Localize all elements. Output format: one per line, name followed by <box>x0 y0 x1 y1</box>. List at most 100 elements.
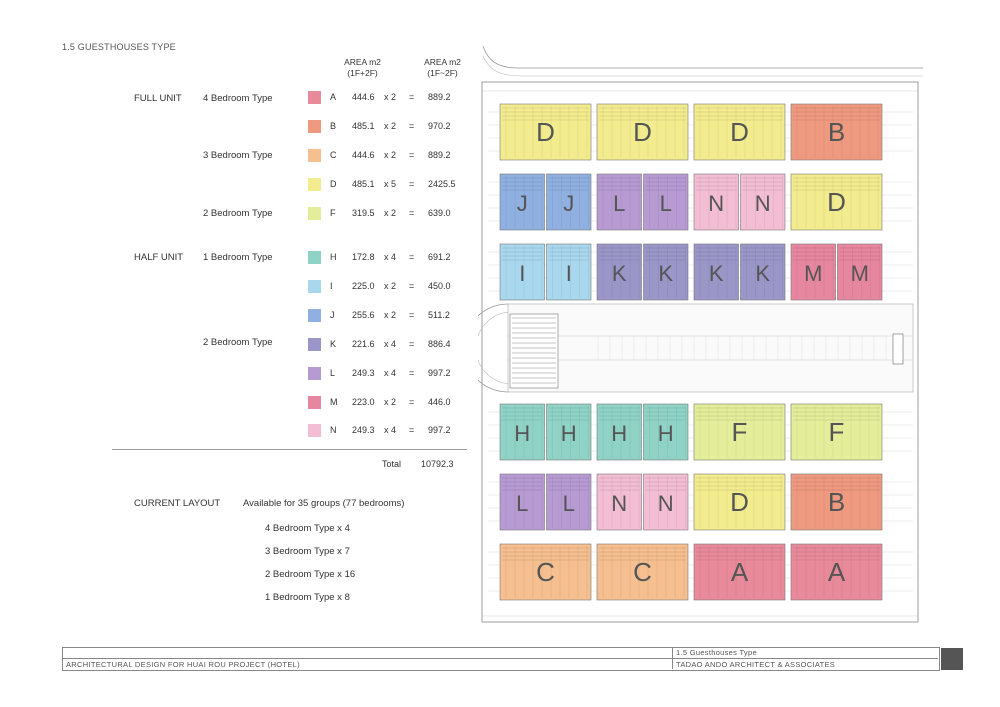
layout-line-3bed: 3 Bedroom Type x 7 <box>265 546 350 557</box>
total-value: 10792.3 <box>421 459 454 469</box>
unit-row: D 485.1 x 5 = 2425.5 <box>330 178 460 191</box>
plan-block-label: L <box>613 191 625 216</box>
footer-divider-h <box>62 658 938 659</box>
plan-block-b: B <box>790 103 883 161</box>
unit-total: 970.2 <box>428 121 451 131</box>
unit-letter: D <box>330 179 337 189</box>
plan-block-a: A <box>790 543 883 601</box>
unit-letter: K <box>330 339 337 349</box>
plan-block-label: C <box>633 557 652 587</box>
unit-multiplier: x 4 <box>384 425 397 435</box>
unit-area: 221.6 <box>352 339 375 349</box>
unit-multiplier: x 2 <box>384 150 397 160</box>
unit-multiplier: x 2 <box>384 121 397 131</box>
unit-area: 485.1 <box>352 179 375 189</box>
swatch-j <box>308 309 321 322</box>
plan-block-label: D <box>633 117 652 147</box>
unit-multiplier: x 2 <box>384 208 397 218</box>
unit-equals: = <box>409 92 415 102</box>
unit-multiplier: x 2 <box>384 397 397 407</box>
swatch-l <box>308 367 321 380</box>
plan-block-label: I <box>519 261 525 286</box>
plan-block-label: D <box>730 487 749 517</box>
unit-area: 249.3 <box>352 425 375 435</box>
unit-row: J 255.6 x 2 = 511.2 <box>330 309 460 322</box>
plan-block-f: F <box>693 403 786 461</box>
unit-area: 249.3 <box>352 368 375 378</box>
plan-block-label: B <box>828 117 845 147</box>
unit-row: B 485.1 x 2 = 970.2 <box>330 120 460 133</box>
unit-multiplier: x 5 <box>384 179 397 189</box>
plan-block-label: L <box>563 491 575 516</box>
unit-row: F 319.5 x 2 = 639.0 <box>330 207 460 220</box>
plan-block-label: N <box>708 191 724 216</box>
plan-block-label: H <box>658 421 674 446</box>
plan-block-label: F <box>829 417 845 447</box>
unit-multiplier: x 4 <box>384 368 397 378</box>
plan-block-label: L <box>516 491 528 516</box>
unit-total: 511.2 <box>428 310 450 320</box>
plan-block-label: C <box>536 557 555 587</box>
unit-row: C 444.6 x 2 = 889.2 <box>330 149 460 162</box>
section-title: 1.5 GUESTHOUSES TYPE <box>62 42 176 52</box>
plan-block-label: B <box>828 487 845 517</box>
unit-area: 255.6 <box>352 310 375 320</box>
layout-line-2bed: 2 Bedroom Type x 16 <box>265 569 356 580</box>
footer-frame <box>62 647 940 671</box>
unit-letter: A <box>330 92 337 102</box>
unit-equals: = <box>409 281 415 291</box>
plan-block-label: M <box>804 261 822 286</box>
bedroom-type-4: 4 Bedroom Type <box>203 93 273 104</box>
unit-equals: = <box>409 252 415 262</box>
bedroom-type-1: 1 Bedroom Type <box>203 252 273 263</box>
unit-multiplier: x 2 <box>384 281 397 291</box>
plan-block-b: B <box>790 473 883 531</box>
unit-row: K 221.6 x 4 = 886.4 <box>330 338 460 351</box>
footer-section: 1.5 Guesthouses Type <box>676 648 757 657</box>
footer-logo-block <box>941 648 963 670</box>
plan-block-label: A <box>731 557 749 587</box>
plan-block-label: K <box>658 261 673 286</box>
plan-block-d: D <box>790 173 883 231</box>
total-divider <box>112 449 467 450</box>
bedroom-type-2-half: 2 Bedroom Type <box>203 337 273 348</box>
unit-area: 172.8 <box>352 252 375 262</box>
unit-equals: = <box>409 368 415 378</box>
unit-letter: N <box>330 425 337 435</box>
unit-letter: I <box>330 281 333 291</box>
plan-block-label: K <box>709 261 724 286</box>
unit-equals: = <box>409 310 415 320</box>
bedroom-type-2-full: 2 Bedroom Type <box>203 208 273 219</box>
unit-row: A 444.6 x 2 = 889.2 <box>330 91 460 104</box>
swatch-i <box>308 280 321 293</box>
unit-letter: C <box>330 150 337 160</box>
swatch-n <box>308 424 321 437</box>
unit-letter: B <box>330 121 337 131</box>
bedroom-type-3: 3 Bedroom Type <box>203 150 273 161</box>
unit-row: L 249.3 x 4 = 997.2 <box>330 367 460 380</box>
plan-block-a: A <box>693 543 786 601</box>
footer-project: ARCHITECTURAL DESIGN FOR HUAI ROU PROJEC… <box>66 660 300 669</box>
unit-area: 225.0 <box>352 281 375 291</box>
unit-letter: J <box>330 310 335 320</box>
unit-total: 450.0 <box>428 281 451 291</box>
unit-equals: = <box>409 208 415 218</box>
plan-block-label: D <box>827 187 846 217</box>
unit-multiplier: x 2 <box>384 92 397 102</box>
unit-total: 446.0 <box>428 397 451 407</box>
plan-block-c: C <box>596 543 689 601</box>
swatch-f <box>308 207 321 220</box>
area-header-2-label: AREA m2 <box>424 57 461 67</box>
plan-block-label: N <box>611 491 627 516</box>
layout-line-1bed: 1 Bedroom Type x 8 <box>265 592 350 603</box>
unit-row: I 225.0 x 2 = 450.0 <box>330 280 460 293</box>
unit-row: H 172.8 x 4 = 691.2 <box>330 251 460 264</box>
unit-total: 889.2 <box>428 150 451 160</box>
